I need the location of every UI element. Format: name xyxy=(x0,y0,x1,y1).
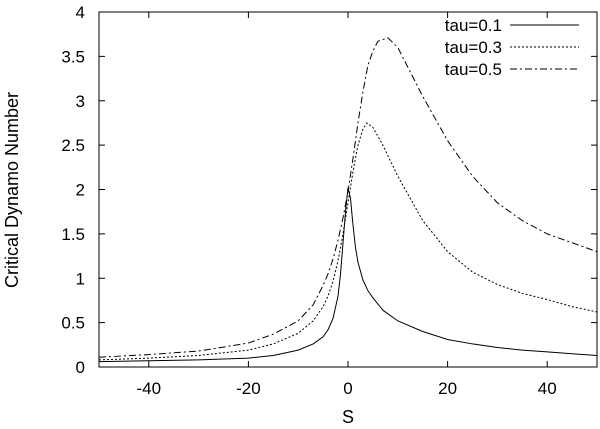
legend-label-3: tau=0.5 xyxy=(445,60,502,79)
legend-label-2: tau=0.3 xyxy=(445,38,502,57)
y-tick-label: 4 xyxy=(76,3,85,22)
plot-lines xyxy=(99,37,597,363)
y-tick-label: 1 xyxy=(76,269,85,288)
y-tick-label: 2.5 xyxy=(61,136,85,155)
y-tick-label: 1.5 xyxy=(61,225,85,244)
x-tick-label: -40 xyxy=(137,379,162,398)
series-line-1 xyxy=(99,187,597,363)
y-axis-label: Critical Dynamo Number xyxy=(2,92,22,288)
legend: tau=0.1 tau=0.3 tau=0.5 xyxy=(445,16,579,79)
x-tick-label: 0 xyxy=(343,379,352,398)
axis-ticks: -40 -20 0 20 40 0 0.5 1 1.5 2 2.5 3 3.5 4 xyxy=(61,3,597,398)
y-tick-label: 0 xyxy=(76,358,85,377)
legend-label-1: tau=0.1 xyxy=(445,16,502,35)
x-tick-label: 40 xyxy=(538,379,557,398)
y-tick-label: 3.5 xyxy=(61,47,85,66)
y-tick-label: 0.5 xyxy=(61,314,85,333)
series-line-3 xyxy=(99,37,597,358)
y-tick-label: 2 xyxy=(76,181,85,200)
series-line-2 xyxy=(99,122,597,361)
x-axis-label: S xyxy=(342,407,354,427)
y-tick-label: 3 xyxy=(76,92,85,111)
x-tick-label: -20 xyxy=(236,379,261,398)
x-tick-label: 20 xyxy=(438,379,457,398)
